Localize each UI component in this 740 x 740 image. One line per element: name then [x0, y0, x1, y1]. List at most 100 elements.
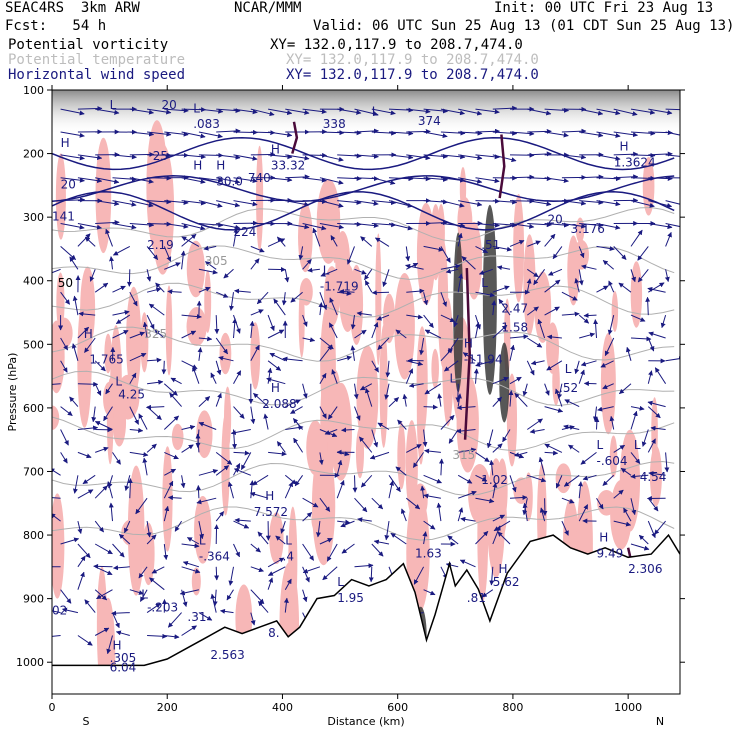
- wind-vector: [371, 543, 384, 557]
- wind-vector: [618, 282, 632, 293]
- contour-label: 141: [52, 209, 75, 223]
- contour-label: L: [450, 372, 457, 386]
- wind-vector: [146, 404, 165, 410]
- wind-vector: [650, 425, 666, 431]
- wind-vector: [60, 154, 85, 161]
- wind-vector: [60, 406, 73, 416]
- wind-vector: [475, 451, 490, 463]
- wind-vector: [293, 437, 304, 453]
- wind-vector: [203, 245, 217, 251]
- y-tick-label: 400: [23, 275, 44, 288]
- wind-vector: [497, 531, 511, 545]
- wind-vector: [630, 452, 641, 464]
- wind-vector: [268, 451, 287, 457]
- wind-vector: [384, 383, 390, 400]
- wind-vector: [613, 131, 638, 138]
- field-name-theta: Potential temperature: [8, 52, 186, 68]
- wind-vector: [354, 153, 379, 159]
- wind-vector: [544, 177, 569, 184]
- pv-shade-blob: [649, 445, 662, 507]
- pv-shade-blob: [204, 270, 212, 333]
- wind-vector: [492, 396, 502, 407]
- wind-vector: [371, 497, 384, 510]
- wind-vector: [475, 360, 493, 367]
- y-axis-label: Pressure (hPa): [6, 353, 19, 432]
- wind-vector: [78, 311, 96, 317]
- wind-vector: [329, 297, 338, 316]
- wind-vector: [302, 543, 315, 561]
- wind-vector: [508, 390, 514, 407]
- wind-vector: [630, 336, 652, 342]
- wind-vector: [106, 481, 113, 499]
- wind-vector: [354, 108, 379, 116]
- wind-vector: [548, 268, 563, 276]
- wind-vector: [240, 452, 252, 471]
- wind-vector: [440, 130, 466, 136]
- wind-vector: [475, 531, 489, 545]
- contour-label: H: [84, 327, 93, 341]
- wind-vector: [319, 200, 344, 208]
- wind-vector: [385, 360, 391, 378]
- wind-vector: [630, 130, 656, 136]
- wind-vector: [354, 563, 374, 569]
- wind-vector: [112, 285, 126, 293]
- wind-vector: [440, 246, 451, 263]
- wind-vector: [475, 474, 488, 482]
- wind-vector: [250, 543, 261, 553]
- wind-vector: [285, 108, 310, 115]
- wind-vector: [371, 290, 390, 296]
- wind-vector: [181, 566, 201, 574]
- wind-vector: [665, 231, 672, 247]
- wind-vector: [336, 480, 345, 499]
- wind-vector: [284, 578, 292, 590]
- wind-vector: [580, 452, 597, 465]
- wind-vector: [198, 268, 218, 275]
- wind-vector: [371, 429, 379, 448]
- wind-vector: [146, 287, 162, 293]
- wind-vector: [95, 177, 120, 184]
- wind-vector: [537, 318, 546, 339]
- contour-label: H: [216, 159, 225, 173]
- wind-vector: [630, 473, 649, 479]
- wind-vector: [359, 383, 373, 391]
- wind-vector: [376, 314, 390, 321]
- wind-vector: [423, 589, 436, 596]
- wind-vector: [341, 543, 355, 554]
- wind-vector: [424, 329, 442, 339]
- wind-vector: [146, 246, 159, 260]
- wind-vector: [353, 383, 359, 400]
- axes: 100 200 300 400 500 600 700 800 900 1000 0 200 400 60…: [16, 84, 685, 714]
- wind-vector: [373, 539, 390, 545]
- wind-vector: [328, 322, 338, 339]
- wind-vector: [350, 345, 356, 361]
- wind-vector: [647, 438, 656, 453]
- wind-vector: [302, 512, 313, 522]
- wind-vector: [52, 383, 61, 385]
- wind-vector: [124, 520, 131, 534]
- wind-vector: [215, 452, 233, 465]
- wind-vector: [268, 108, 293, 116]
- wind-vector: [210, 372, 217, 384]
- contour-label: L: [597, 438, 604, 452]
- wind-vector: [457, 273, 464, 293]
- wind-vector: [648, 108, 673, 115]
- wind-vector: [648, 176, 673, 182]
- wind-vector: [357, 517, 372, 523]
- wind-vector: [77, 635, 93, 646]
- wind-vector: [198, 131, 223, 139]
- pv-shade-blob: [555, 463, 572, 494]
- pv-shade-blob: [56, 272, 65, 333]
- wind-vector: [276, 441, 286, 453]
- wind-vector: [352, 475, 358, 493]
- wind-vector: [94, 383, 102, 396]
- wind-vector: [422, 429, 428, 447]
- pv-shade-blob: [250, 322, 261, 390]
- wind-vector: [489, 566, 495, 586]
- wind-vector: [384, 521, 390, 541]
- wind-vector: [578, 504, 589, 522]
- contour-label: H: [464, 337, 473, 351]
- wind-vectors: [52, 105, 680, 655]
- field-xy-theta: XY= 132.0,117.9 to 208.7,474.0: [286, 52, 539, 68]
- pv-shade-blob: [127, 465, 145, 596]
- wind-vector: [647, 286, 666, 293]
